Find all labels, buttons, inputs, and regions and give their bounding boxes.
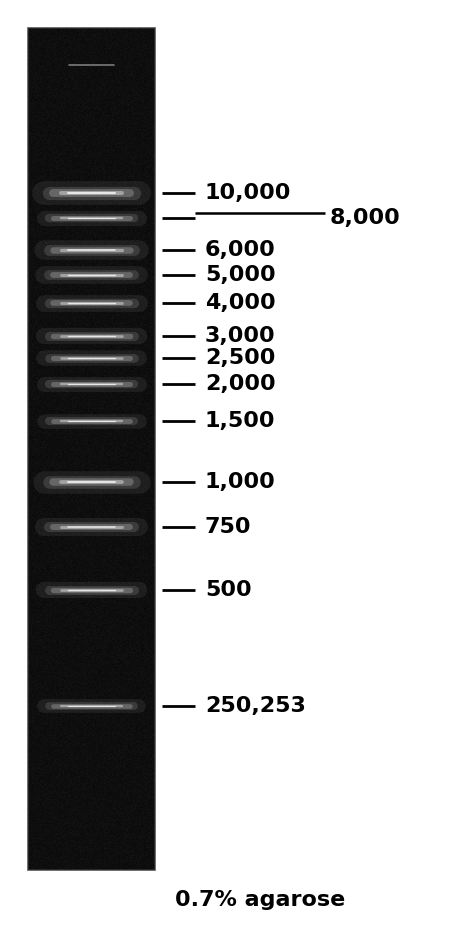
- Text: 500: 500: [205, 580, 252, 600]
- Text: 750: 750: [205, 517, 252, 537]
- Text: 6,000: 6,000: [205, 240, 276, 260]
- Text: 1,500: 1,500: [205, 411, 275, 431]
- Text: 250,253: 250,253: [205, 696, 306, 716]
- Text: 10,000: 10,000: [205, 183, 292, 203]
- Text: 8,000: 8,000: [330, 208, 401, 228]
- Text: 2,000: 2,000: [205, 374, 275, 394]
- Text: 1,000: 1,000: [205, 472, 276, 492]
- Text: 2,500: 2,500: [205, 348, 275, 368]
- Text: 5,000: 5,000: [205, 265, 275, 285]
- Text: 4,000: 4,000: [205, 293, 275, 313]
- Bar: [28, 28, 155, 870]
- Text: 3,000: 3,000: [205, 326, 275, 346]
- Text: 0.7% agarose: 0.7% agarose: [175, 890, 345, 910]
